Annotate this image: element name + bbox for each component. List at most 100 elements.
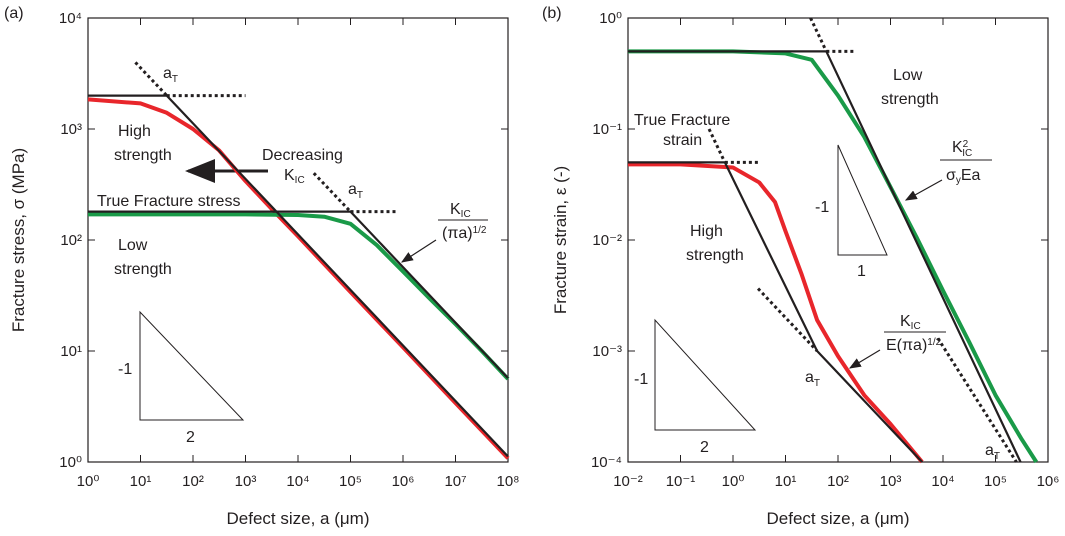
y-tick-label: 10⁻⁴ — [591, 454, 622, 471]
annotation: T — [172, 74, 178, 85]
annotation: a — [163, 65, 172, 82]
panel-a-annotations: (a) High strength Decreasing KIC True Fr… — [4, 5, 488, 446]
x-tick-label: 10⁰ — [77, 473, 100, 490]
x-tick-label: 10⁵ — [984, 473, 1007, 490]
x-axis-title: Defect size, a (μm) — [767, 509, 910, 528]
arrow — [904, 179, 943, 201]
y-axis-title: Fracture stress, σ (MPa) — [9, 148, 28, 332]
annotation: IC — [911, 321, 921, 332]
annotation: IC — [295, 175, 305, 186]
dotted-line — [312, 172, 352, 213]
annotation: IC — [962, 148, 972, 159]
annotation: a — [348, 181, 357, 198]
annotation: K — [900, 313, 911, 330]
annotation: E(πa) — [886, 337, 927, 354]
curve — [628, 161, 923, 463]
y-tick-label: 10² — [60, 232, 82, 249]
annotation: K2 IC — [952, 139, 972, 159]
annotation: (πa) — [442, 225, 473, 242]
x-tick-label: 10⁶ — [1037, 473, 1060, 490]
annotation: T — [357, 190, 363, 201]
x-tick-label: 10³ — [235, 473, 257, 490]
annotation: 1/2 — [927, 337, 941, 348]
y-tick-label: 10³ — [60, 121, 82, 138]
y-tick-label: 10⁴ — [59, 10, 82, 27]
annotation: strength — [881, 91, 939, 108]
annotation: Low — [118, 237, 148, 254]
x-tick-label: 10⁷ — [444, 473, 466, 490]
annotation: 1/2 — [473, 225, 487, 236]
panel-label: (b) — [542, 5, 562, 22]
annotation: E(πa)1/2 — [886, 337, 942, 354]
annotation: σ — [946, 167, 956, 184]
y-axis-title: Fracture strain, ε (-) — [551, 166, 570, 314]
annotation: σyEa — [946, 167, 981, 186]
dotted-line — [756, 287, 819, 353]
annotation: -1 — [634, 371, 648, 388]
annotation: K — [450, 201, 461, 218]
x-tick-label: 10⁻¹ — [666, 473, 696, 490]
slope-triangle — [139, 310, 245, 421]
slope-triangle — [654, 318, 757, 431]
annotation: 2 — [700, 439, 709, 456]
x-axis-title: Defect size, a (μm) — [227, 509, 370, 528]
annotation: Decreasing — [262, 147, 343, 164]
annotation: a — [805, 369, 814, 386]
annotation: True Fracture stress — [97, 193, 240, 210]
annotation: 2 — [963, 139, 969, 150]
x-tick-label: 10¹ — [130, 473, 152, 490]
x-tick-label: 10² — [182, 473, 204, 490]
panel-b-annotations: (b) Low strength True Fracture strain Hi… — [542, 5, 1000, 462]
dotted-line — [707, 128, 727, 164]
x-tick-label: 10⁻² — [613, 473, 643, 490]
x-tick-label: 10⁶ — [392, 473, 415, 490]
annotation: Ea — [961, 167, 981, 184]
arrow — [848, 349, 881, 369]
annotation: y — [956, 175, 961, 186]
annotation: aT — [163, 65, 178, 85]
slope-triangle — [837, 144, 888, 256]
annotation: aT — [348, 181, 363, 201]
annotation: strain — [663, 132, 702, 149]
annotation: a — [985, 442, 994, 459]
annotation: T — [994, 451, 1000, 462]
annotation: T — [814, 378, 820, 389]
annotation: True Fracture — [634, 112, 730, 129]
annotation: aT — [805, 369, 820, 389]
curve — [628, 162, 924, 464]
arrow — [400, 239, 437, 263]
y-tick-label: 10¹ — [60, 343, 82, 360]
annotation: 2 — [186, 429, 195, 446]
x-tick-label: 10⁵ — [339, 473, 362, 490]
annotation: Low — [893, 67, 923, 84]
curve — [87, 97, 510, 460]
annotation: strength — [114, 261, 172, 278]
annotation: KIC — [900, 313, 921, 332]
y-tick-label: 10⁰ — [599, 10, 622, 27]
x-tick-label: 10⁴ — [286, 473, 309, 490]
annotation: (πa)1/2 — [442, 225, 487, 242]
panel-label: (a) — [4, 5, 24, 22]
y-tick-label: 10⁻² — [592, 232, 622, 249]
x-tick-label: 10⁸ — [496, 473, 519, 490]
annotation: High — [690, 223, 723, 240]
y-tick-label: 10⁻³ — [592, 343, 622, 360]
annotation: High — [118, 123, 151, 140]
annotation: strength — [686, 247, 744, 264]
annotation: aT — [985, 442, 1000, 462]
x-tick-label: 10² — [827, 473, 849, 490]
annotation: strength — [114, 147, 172, 164]
y-tick-label: 10⁻¹ — [592, 121, 622, 138]
annotation: -1 — [118, 361, 132, 378]
x-tick-label: 10³ — [880, 473, 902, 490]
dotted-line — [809, 17, 828, 53]
annotation: IC — [461, 209, 471, 220]
annotation: K — [952, 139, 963, 156]
x-tick-label: 10⁴ — [931, 473, 954, 490]
x-tick-label: 10¹ — [775, 473, 797, 490]
annotation: K — [284, 167, 295, 184]
y-tick-label: 10⁰ — [59, 454, 82, 471]
annotation: KIC — [450, 201, 471, 220]
annotation: -1 — [815, 199, 829, 216]
